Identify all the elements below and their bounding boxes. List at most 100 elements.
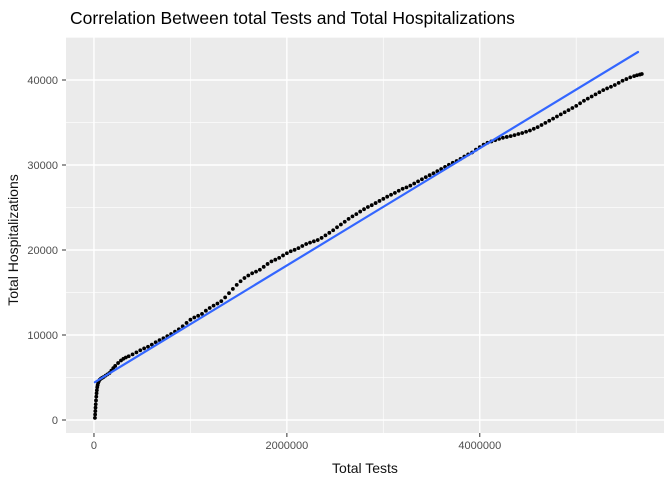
scatter-point — [246, 273, 251, 278]
scatter-point — [365, 205, 370, 209]
scatter-point — [284, 251, 289, 256]
scatter-point — [288, 249, 293, 254]
plot-panel — [66, 37, 664, 433]
scatter-point — [609, 84, 613, 89]
scatter-point — [597, 90, 602, 95]
scatter-point — [528, 128, 532, 133]
y-axis-tick-labels: 0 10000 20000 30000 40000 — [27, 75, 58, 427]
x-tick-label: 2000000 — [265, 440, 308, 452]
scatter-point — [327, 230, 332, 235]
scatter-point — [196, 313, 201, 318]
scatter-point — [635, 73, 639, 78]
scatter-point — [416, 179, 420, 184]
scatter-point — [512, 133, 517, 138]
scatter-point — [142, 346, 147, 351]
scatter-point — [93, 409, 98, 413]
scatter-point — [393, 190, 397, 195]
scatter-point — [234, 282, 239, 287]
x-axis-title: Total Tests — [332, 460, 398, 476]
scatter-point — [508, 134, 513, 139]
scatter-point — [257, 267, 262, 272]
scatter-point — [578, 101, 582, 106]
scatter-point — [315, 238, 320, 242]
scatter-point — [624, 77, 629, 81]
scatter-point — [570, 106, 575, 110]
scatter-point — [153, 340, 158, 345]
scatter-point — [304, 242, 309, 246]
scatter-point — [269, 259, 274, 264]
scatter-point — [94, 391, 99, 396]
scatter-point — [377, 199, 382, 203]
scatter-point — [134, 350, 139, 355]
scatter-point — [93, 415, 97, 420]
x-axis-tick-labels: 0 2000000 4000000 — [91, 440, 501, 452]
scatter-point — [408, 183, 413, 188]
scatter-point — [535, 125, 540, 129]
scatter-point — [516, 132, 521, 136]
scatter-point — [230, 287, 235, 291]
scatter-point — [123, 355, 128, 360]
scatter-point — [585, 96, 590, 101]
scatter-point — [200, 312, 204, 316]
scatter-point — [242, 276, 247, 280]
scatter-point — [261, 264, 266, 269]
y-tick-label: 40000 — [27, 75, 58, 87]
y-axis-title: Total Hospitalizations — [5, 174, 21, 306]
scatter-point — [308, 240, 312, 245]
scatter-point — [93, 405, 98, 410]
scatter-point — [94, 394, 99, 399]
scatter-point — [524, 129, 528, 134]
scatter-point — [126, 354, 131, 359]
scatter-point — [574, 103, 579, 108]
scatter-point — [203, 308, 208, 313]
scatter-point — [593, 92, 598, 97]
scatter-point — [323, 233, 328, 238]
x-tick-label: 4000000 — [458, 440, 501, 452]
scatter-point — [396, 188, 401, 193]
scatter-point — [292, 247, 297, 252]
scatter-point — [311, 239, 316, 244]
scatter-point — [331, 228, 336, 233]
scatter-point — [215, 301, 220, 306]
regression-line — [93, 50, 640, 384]
scatter-point — [238, 279, 243, 284]
scatter-point — [385, 194, 390, 199]
scatter-point — [616, 80, 621, 85]
scatter-point — [358, 209, 363, 214]
scatter-point — [296, 246, 301, 251]
scatter-point — [400, 186, 405, 191]
scatter-point — [628, 75, 633, 80]
scatter-point — [404, 185, 409, 190]
scatter-point — [219, 299, 224, 304]
scatter-point — [138, 348, 143, 353]
x-tick-label: 0 — [91, 440, 97, 452]
scatter-point — [207, 306, 212, 310]
scatter-point — [420, 177, 424, 182]
scatter-point — [273, 257, 278, 262]
scatter-point — [639, 72, 644, 76]
y-tick-label: 0 — [52, 415, 58, 427]
scatter-point — [547, 118, 552, 123]
scatter-point — [94, 388, 99, 393]
scatter-point — [250, 271, 255, 276]
scatter-point — [601, 88, 606, 93]
scatter-point — [562, 110, 567, 115]
scatter-point — [555, 114, 559, 119]
scatter-point — [423, 175, 428, 180]
scatter-point — [281, 253, 285, 258]
scatter-point — [605, 86, 609, 91]
scatter-point — [369, 203, 374, 208]
scatter-point — [346, 216, 351, 221]
scatter-point — [265, 262, 270, 266]
scatter-point — [146, 344, 150, 349]
scatter-point — [362, 207, 366, 212]
axis-tick-marks — [62, 79, 481, 437]
scatter-point — [113, 364, 118, 368]
scatter-point — [277, 256, 282, 260]
scatter-point — [94, 398, 98, 403]
scatter-point — [381, 196, 386, 201]
scatter-point — [254, 269, 258, 274]
scatter-point — [632, 74, 636, 78]
